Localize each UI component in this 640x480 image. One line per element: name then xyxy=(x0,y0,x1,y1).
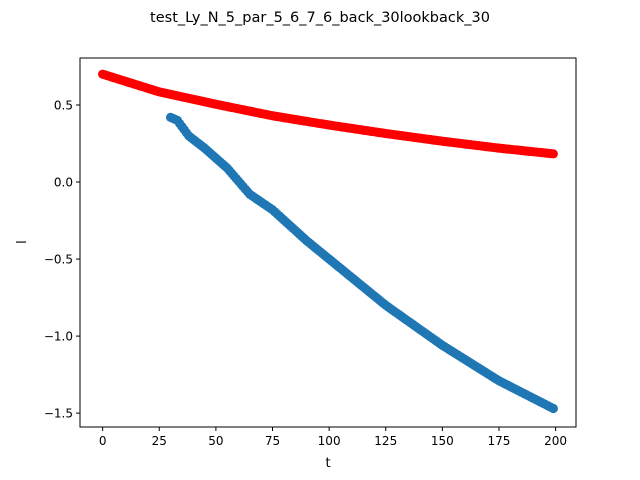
x-tick-label: 75 xyxy=(265,434,280,448)
x-tick-label: 175 xyxy=(488,434,511,448)
x-tick-label: 125 xyxy=(374,434,397,448)
series-2-point xyxy=(548,403,558,414)
axes-frame xyxy=(79,57,577,428)
x-axis: 0 25 50 75 100 125 150 175 200 xyxy=(99,427,567,448)
series-1-point xyxy=(548,149,558,159)
x-tick-label: 100 xyxy=(318,434,341,448)
x-tick-label: 200 xyxy=(544,434,567,448)
y-tick-label: −1.5 xyxy=(44,407,73,421)
plot-area xyxy=(98,69,558,414)
x-tick-label: 0 xyxy=(99,434,107,448)
x-tick-label: 150 xyxy=(431,434,454,448)
y-tick-label: 0.0 xyxy=(54,176,73,190)
y-axis: −1.5 −1.0 −0.5 0.0 0.5 xyxy=(44,98,80,421)
y-axis-label: l xyxy=(15,240,30,244)
y-tick-label: 0.5 xyxy=(54,98,73,112)
y-tick-label: −1.0 xyxy=(44,330,73,344)
x-tick-label: 50 xyxy=(208,434,223,448)
x-tick-label: 25 xyxy=(152,434,167,448)
x-axis-label: t xyxy=(325,456,330,471)
y-tick-label: −0.5 xyxy=(44,253,73,267)
chart-title: test_Ly_N_5_par_5_6_7_6_back_30lookback_… xyxy=(150,10,490,26)
